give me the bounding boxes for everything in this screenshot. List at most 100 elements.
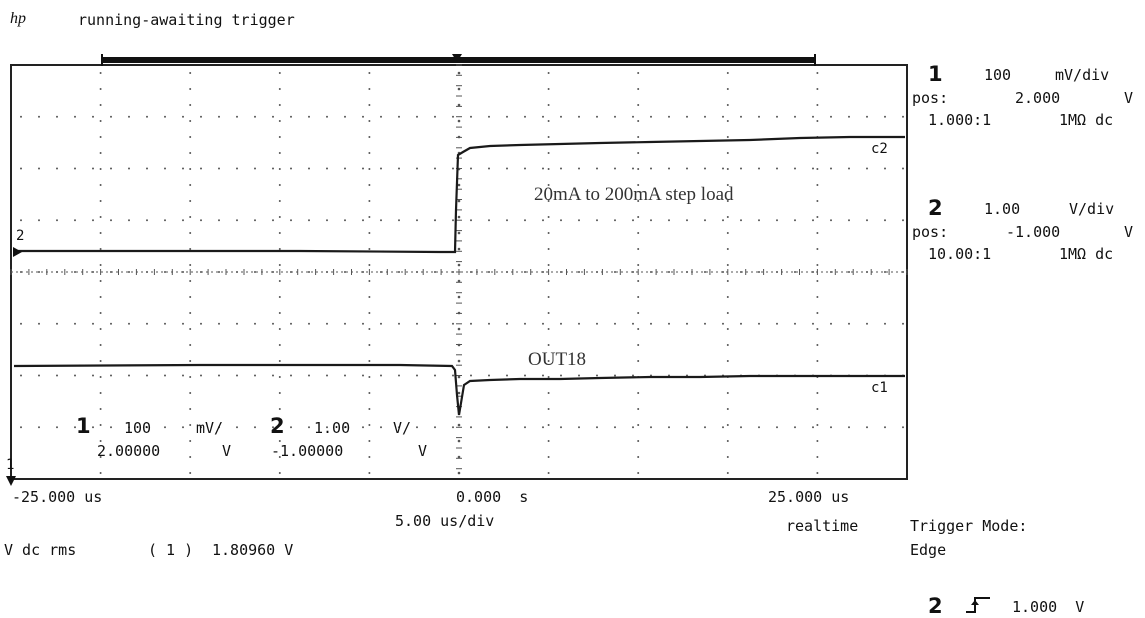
grid-dot	[278, 472, 281, 474]
grid-dot	[99, 344, 102, 346]
grid-dot	[110, 322, 112, 325]
grid-dot	[308, 271, 310, 273]
ch1-probe-ratio[interactable]: 1.000:1	[928, 111, 992, 129]
grid-dot	[99, 408, 102, 410]
ch2-scale[interactable]: 1.00	[984, 200, 1021, 218]
grid-dot	[164, 374, 166, 377]
grid-dot	[38, 115, 40, 118]
grid-dot	[110, 167, 112, 170]
grid-dot	[110, 115, 112, 118]
ch1-scale[interactable]: 100	[984, 66, 1012, 84]
grid-dot	[637, 104, 640, 106]
grid-dot	[182, 219, 184, 222]
grid-dot	[457, 263, 461, 267]
grid-dot	[812, 167, 814, 170]
trigger-source[interactable]: 2	[928, 594, 943, 618]
grid-dot	[278, 232, 281, 234]
grid-dot	[189, 232, 192, 234]
grid-dot	[686, 219, 688, 222]
grid-dot	[470, 426, 472, 429]
grid-dot	[189, 424, 192, 426]
grid-dot	[236, 115, 238, 118]
grid-dot	[726, 280, 729, 282]
grid-dot	[368, 440, 371, 442]
grid-dot	[368, 120, 371, 122]
grid-dot	[816, 280, 819, 282]
grid-dot	[668, 115, 670, 118]
grid-dot	[189, 264, 192, 266]
grid-dot	[218, 374, 220, 377]
ch2-panel-number[interactable]: 2	[928, 196, 943, 220]
grid-dot	[637, 216, 640, 218]
grid-dot	[20, 426, 22, 429]
ch1-panel-number[interactable]: 1	[928, 62, 943, 86]
grid-dot	[726, 360, 729, 362]
grid-dot	[99, 152, 102, 154]
grid-dot	[416, 426, 418, 429]
grid-dot	[704, 115, 706, 118]
grid-dot	[236, 219, 238, 222]
trace-label-c2: c2	[871, 141, 888, 157]
grid-dot	[578, 271, 580, 273]
ch2-probe-ratio[interactable]: 10.00:1	[928, 245, 992, 263]
grid-dot	[488, 374, 490, 377]
grid-dot	[182, 374, 184, 377]
grid-dot	[470, 115, 472, 118]
grid-dot	[816, 344, 819, 346]
grid-dot	[637, 280, 640, 282]
grid-dot	[272, 374, 274, 377]
grid-dot	[278, 264, 281, 266]
grid-dot	[164, 426, 166, 429]
grid-dot	[776, 426, 778, 429]
grid-dot	[726, 296, 729, 298]
grid-dot	[470, 322, 472, 325]
grid-dot	[146, 219, 148, 222]
grid-dot	[128, 322, 130, 325]
grid-dot	[547, 328, 550, 330]
grid-dot	[308, 219, 310, 222]
grid-dot	[452, 115, 454, 118]
grid-dot	[189, 360, 192, 362]
ch1-pos-value[interactable]: 2.000	[1015, 89, 1061, 107]
grid-dot	[637, 248, 640, 250]
grid-dot	[637, 312, 640, 314]
grid-dot	[578, 219, 580, 222]
acquisition-mode[interactable]: realtime	[786, 517, 859, 535]
grid-dot	[368, 344, 371, 346]
grid-dot	[457, 423, 461, 427]
grid-dot	[816, 328, 819, 330]
grid-dot	[547, 280, 550, 282]
trigger-mode-value[interactable]: Edge	[910, 541, 947, 559]
grid-dot	[368, 72, 371, 74]
ch2-pos-value[interactable]: -1.000	[1006, 223, 1061, 241]
ch2-coupling[interactable]: 1MΩ dc	[1059, 245, 1114, 263]
grid-dot	[650, 426, 652, 429]
grid-dot	[368, 408, 371, 410]
grid-dot	[326, 219, 328, 222]
grid-dot	[99, 104, 102, 106]
grid-dot	[637, 88, 640, 90]
trigger-level[interactable]: 1.000 V	[1012, 598, 1085, 616]
grid-dot	[686, 322, 688, 325]
ch2-pos-unit: V	[1124, 223, 1134, 241]
grid-dot	[254, 219, 256, 222]
grid-dot	[128, 167, 130, 170]
grid-dot	[99, 312, 102, 314]
grid-dot	[794, 219, 796, 222]
grid-dot	[547, 104, 550, 106]
grid-dot	[200, 322, 202, 325]
grid-dot	[866, 219, 868, 222]
grid-dot	[164, 271, 166, 273]
grid-dot	[278, 248, 281, 250]
grid-dot	[547, 392, 550, 394]
grid-dot	[434, 115, 436, 118]
grid-dot	[457, 455, 461, 459]
ch1-coupling[interactable]: 1MΩ dc	[1059, 111, 1114, 129]
grid-dot	[344, 115, 346, 118]
grid-dot	[278, 424, 281, 426]
grid-dot	[164, 115, 166, 118]
grid-dot	[398, 219, 400, 222]
grid-dot	[686, 167, 688, 170]
grid-dot	[99, 328, 102, 330]
timebase-per-div[interactable]: 5.00 us/div	[395, 512, 495, 530]
